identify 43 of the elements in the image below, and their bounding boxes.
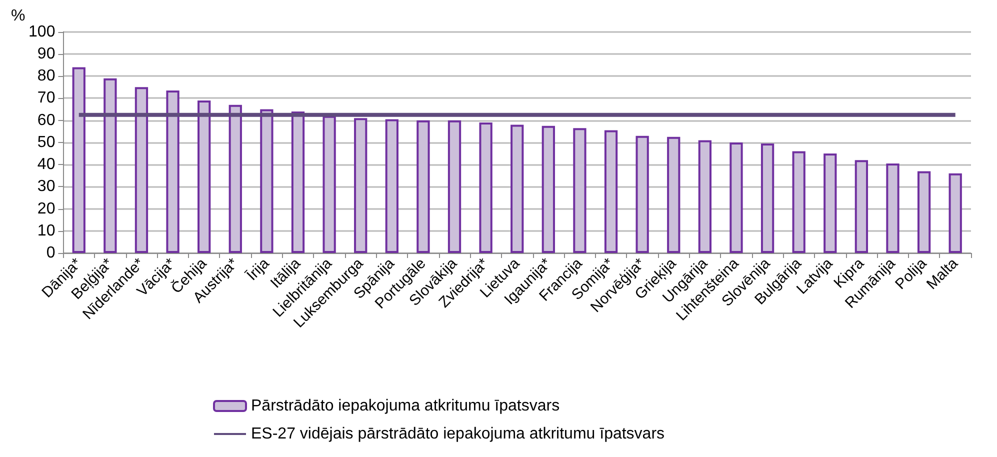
bar bbox=[698, 140, 712, 253]
bar bbox=[385, 119, 398, 253]
bar bbox=[166, 90, 180, 253]
bar bbox=[824, 154, 837, 253]
bar bbox=[636, 136, 649, 253]
y-tick-label: 70 bbox=[37, 90, 56, 107]
bar bbox=[730, 142, 743, 253]
y-tick-label: 30 bbox=[37, 178, 56, 196]
bar bbox=[760, 144, 774, 253]
bar bbox=[228, 104, 242, 253]
bar bbox=[917, 171, 931, 253]
y-tick-label: 10 bbox=[37, 222, 56, 240]
legend-label: ES-27 vidējais pārstrādāto iepakojuma atkritumu īpatsvars bbox=[251, 426, 665, 442]
bar bbox=[416, 120, 430, 253]
legend-label: Pārstrādāto iepakojuma atkritumu īpatsvars bbox=[251, 398, 560, 414]
y-tick-label: 90 bbox=[37, 46, 56, 63]
bar bbox=[104, 78, 117, 253]
y-tick-label: 50 bbox=[37, 134, 56, 151]
y-tick-label: 0 bbox=[46, 244, 56, 262]
y-tick-label: 60 bbox=[37, 112, 56, 129]
bar bbox=[134, 87, 148, 253]
bar bbox=[479, 122, 492, 253]
y-tick-label: 40 bbox=[37, 156, 56, 174]
bar bbox=[667, 136, 680, 253]
y-tick-label: 100 bbox=[28, 23, 56, 40]
bar bbox=[72, 67, 86, 253]
bar bbox=[573, 128, 586, 253]
bar bbox=[604, 130, 618, 253]
y-tick-label: 80 bbox=[37, 68, 56, 85]
bar bbox=[198, 100, 211, 253]
bar bbox=[542, 126, 555, 253]
bar bbox=[448, 120, 462, 253]
bar bbox=[510, 124, 524, 253]
bar bbox=[854, 160, 868, 253]
bar bbox=[260, 109, 274, 253]
bar bbox=[354, 118, 368, 253]
bar bbox=[886, 163, 900, 253]
bar bbox=[792, 151, 806, 253]
bar bbox=[948, 173, 962, 253]
bar bbox=[322, 116, 336, 253]
y-axis-title: % bbox=[10, 8, 26, 24]
y-tick-label: 20 bbox=[37, 200, 56, 218]
bar bbox=[291, 111, 305, 253]
